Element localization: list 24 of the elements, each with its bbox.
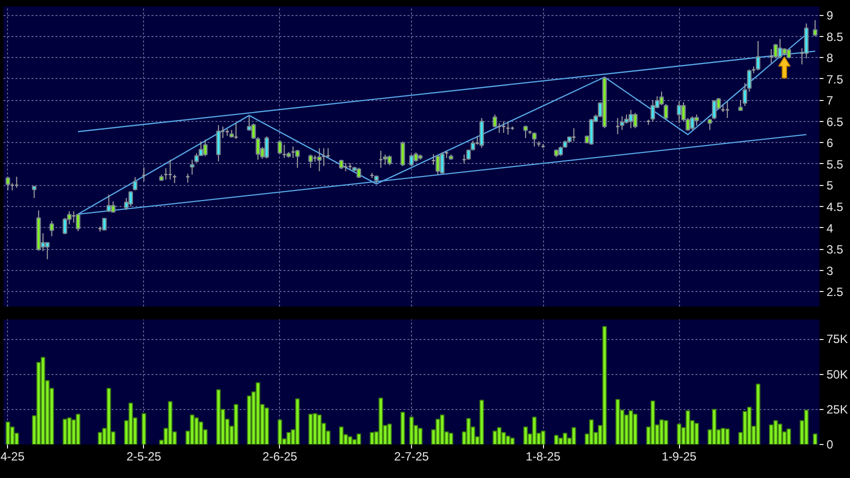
- y-tick-label: 7.5: [826, 72, 844, 86]
- y-tick-label: 5: [826, 178, 834, 193]
- x-tick-label: 2-6-25: [262, 450, 298, 464]
- y-tick-label: 8.5: [826, 30, 844, 44]
- y-tick-label: 4.5: [826, 200, 844, 214]
- y-tick-label: 6.5: [826, 114, 844, 129]
- x-tick-label: 2-7-25: [394, 450, 430, 464]
- x-tick-label: 1-8-25: [526, 450, 561, 464]
- x-tick-label: 1-9-25: [662, 450, 697, 464]
- y-tick-label: 9: [826, 8, 834, 23]
- y-tick-label: 5.5: [826, 157, 844, 172]
- y-tick-label: 8: [826, 51, 834, 66]
- y-tick-label: 0: [826, 438, 834, 452]
- y-tick-label: 6: [826, 136, 834, 150]
- y-tick-label: 75K: [826, 332, 848, 346]
- x-tick-label: 2-5-25: [126, 450, 162, 464]
- y-tick-label: 50K: [826, 367, 848, 382]
- y-tick-label: 2.5: [826, 285, 844, 300]
- y-tick-label: 3: [826, 264, 834, 278]
- y-tick-label: 7: [826, 94, 834, 108]
- x-tick-label: 4-25: [0, 450, 25, 464]
- y-tick-label: 3.5: [826, 242, 844, 257]
- y-tick-label: 4: [826, 221, 834, 236]
- y-tick-label: 25K: [826, 402, 848, 416]
